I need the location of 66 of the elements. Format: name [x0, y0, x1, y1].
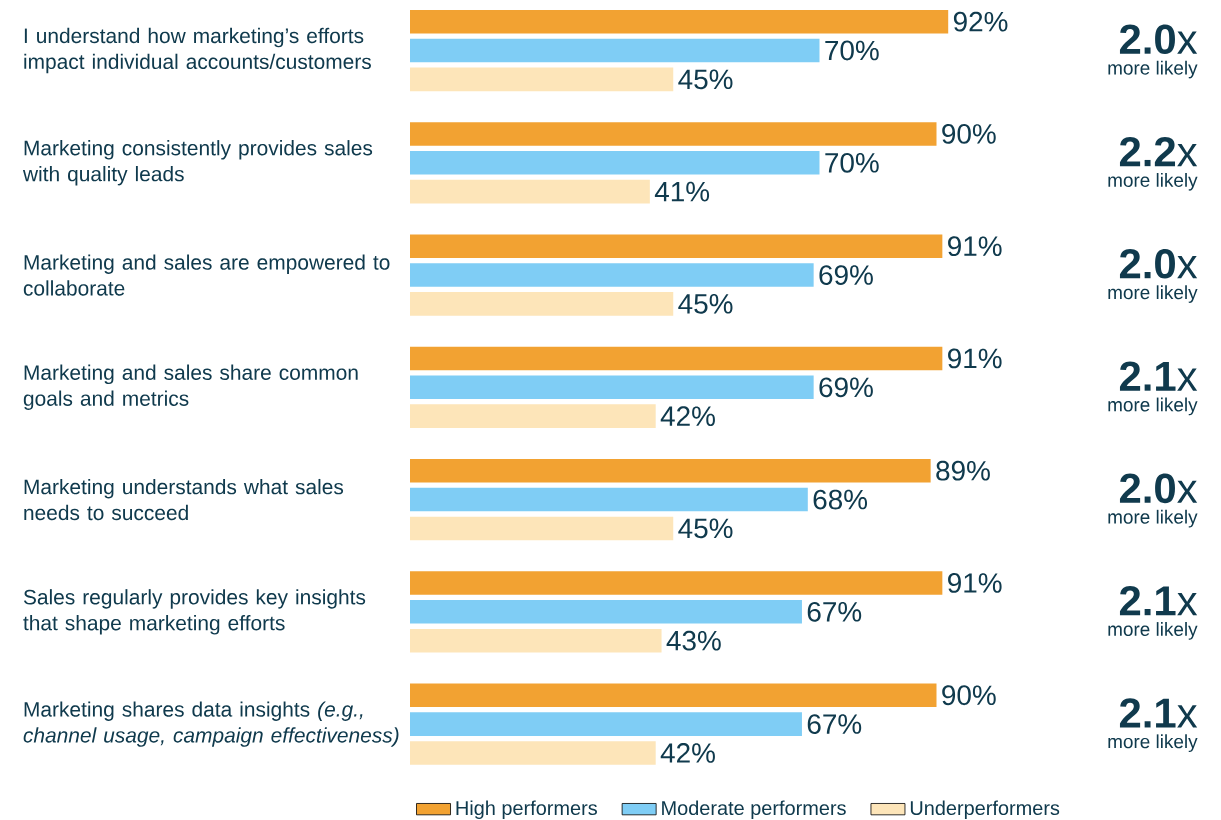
data-label: 92%: [953, 11, 1008, 32]
data-label: 69%: [819, 377, 873, 398]
data-label: 69%: [819, 265, 873, 285]
data-label: 45%: [678, 518, 733, 539]
y-tick-label: I understand how marketing’s efforts impact individual accounts/customers: [24, 27, 371, 74]
y-tick-label: Marketing shares data insights (e.g., channel usage, campaign effectiveness): [23, 701, 399, 747]
data-label: 45%: [678, 69, 733, 90]
y-tick-label: Marketing and sales are empowered to collaborate: [23, 254, 390, 296]
bar: [410, 404, 656, 428]
text: more likely: [1108, 509, 1198, 528]
data-label: 43%: [666, 630, 721, 651]
bar: [410, 487, 808, 512]
legend-label: Underperformers: [910, 800, 1060, 819]
bar: [410, 571, 943, 595]
bar: [410, 9, 949, 34]
bar: [410, 458, 931, 483]
bar: [410, 122, 937, 146]
data-label: 67%: [807, 601, 862, 622]
y-tick-label: Marketing consistently provides sales with quality leads: [22, 140, 373, 186]
legend-label: Moderate performers: [662, 800, 846, 819]
bar: [410, 179, 650, 204]
text: more likely: [1108, 173, 1198, 191]
data-label: 91%: [948, 236, 1002, 257]
legend-label: High performers: [456, 800, 597, 819]
data-label: 90%: [942, 685, 996, 706]
data-label: 68%: [813, 489, 868, 510]
text: more likely: [1108, 397, 1198, 416]
y-tick-label: Marketing and sales share common goals and metrics: [23, 364, 358, 411]
bar: [410, 712, 802, 736]
bar: [410, 234, 943, 258]
bar: [410, 346, 943, 371]
bar: [410, 741, 656, 765]
text: 2.0x: [1119, 473, 1198, 504]
text: 2.1x: [1119, 585, 1198, 616]
bar: [410, 516, 674, 541]
text: more likely: [1108, 285, 1198, 303]
bar: [410, 683, 937, 708]
bar: [410, 38, 820, 63]
text: 2.1x: [1119, 698, 1198, 728]
text: more likely: [1108, 734, 1198, 753]
bar: [410, 292, 674, 316]
y-tick-label: Marketing understands what sales needs to succeed: [24, 478, 344, 521]
text: 2.0x: [1119, 24, 1198, 55]
data-label: 42%: [660, 406, 715, 426]
text: more likely: [1108, 60, 1198, 79]
text: 2.2x: [1119, 136, 1198, 167]
data-label: 90%: [942, 124, 996, 144]
data-label: 42%: [660, 743, 715, 763]
data-label: 91%: [948, 348, 1002, 369]
bar: [410, 600, 802, 624]
data-label: 67%: [807, 714, 862, 734]
y-tick-label: Sales regularly provides key insights that shape marketing efforts: [23, 589, 366, 635]
bar: [410, 150, 820, 175]
bar: [410, 67, 674, 92]
data-label: 91%: [948, 573, 1002, 593]
text: 2.0x: [1119, 249, 1198, 279]
text: more likely: [1108, 622, 1198, 640]
data-label: 41%: [654, 181, 710, 202]
bar: [410, 375, 814, 400]
data-label: 45%: [678, 294, 733, 314]
bar: [410, 263, 814, 287]
data-label: 70%: [825, 40, 879, 61]
text: 2.1x: [1119, 361, 1198, 391]
data-label: 70%: [825, 152, 879, 173]
data-label: 89%: [936, 460, 990, 481]
bar: [410, 628, 662, 653]
